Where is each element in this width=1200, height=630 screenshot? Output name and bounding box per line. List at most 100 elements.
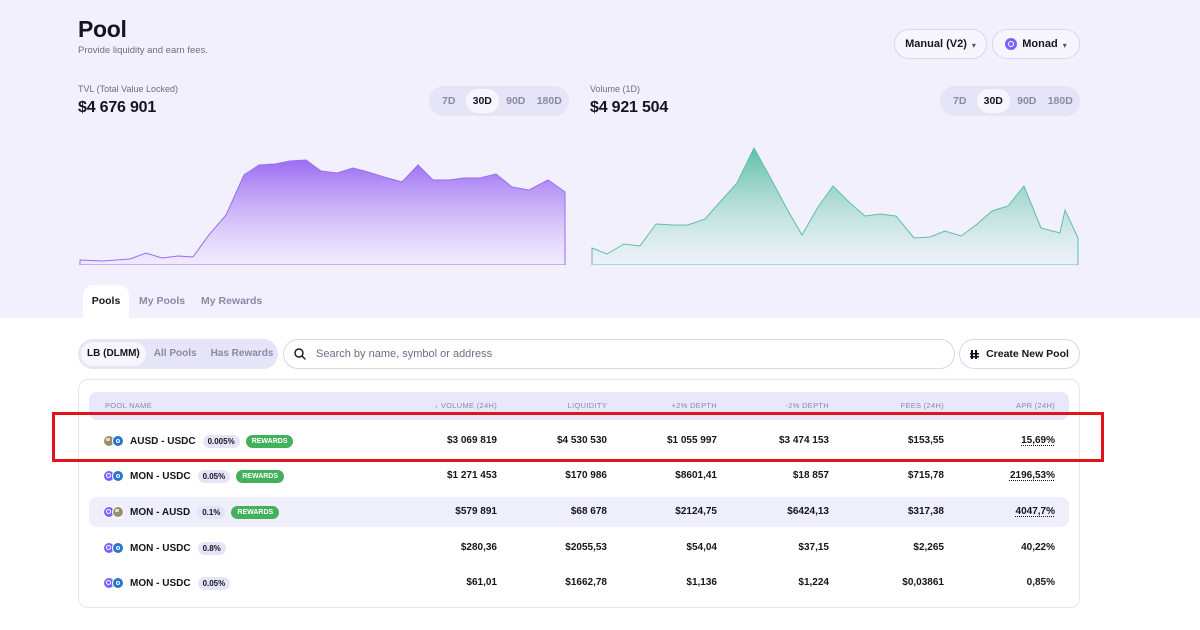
depth-plus-cell: $1 055 997 [666, 435, 717, 446]
fees-cell: $153,55 [907, 435, 944, 446]
version-select-label: Manual (V2) [905, 38, 967, 50]
fee-badge: 0.005% [202, 434, 240, 448]
pool-name: AUSD - USDC [130, 435, 196, 447]
liquidity-cell: $4 530 530 [556, 435, 607, 446]
apr-cell[interactable]: 15,69% [1021, 435, 1055, 446]
page-title: Pool [78, 16, 127, 42]
pool-pair: MON - USDC 0.05% [103, 568, 231, 598]
fees-cell: $715,78 [907, 470, 944, 481]
pool-name: MON - USDC [130, 577, 191, 589]
pool-name: MON - AUSD [130, 506, 191, 518]
liquidity-cell: $68 678 [570, 506, 607, 517]
search-input[interactable] [314, 347, 918, 361]
create-new-pool-button[interactable]: Create New Pool [959, 339, 1080, 369]
col-volume-label: VOLUME (24H) [440, 401, 497, 410]
volume-chart [591, 146, 1079, 265]
tvl-range-30d[interactable]: 30D [465, 89, 499, 113]
filter-has-rewards[interactable]: Has Rewards [210, 348, 274, 359]
page-subtitle: Provide liquidity and earn fees. [78, 45, 208, 56]
col-liquidity[interactable]: LIQUIDITY [567, 401, 607, 410]
liquidity-cell: $170 986 [565, 470, 607, 481]
filter-lb-dlmm[interactable]: LB (DLMM) [81, 342, 146, 366]
pool-pair: MON - AUSD 0.1% REWARDS [103, 497, 280, 527]
chevron-down-icon: ▾ [1062, 40, 1067, 50]
usdc-token-icon [112, 577, 124, 589]
tvl-label: TVL (Total Value Locked) [78, 84, 179, 94]
highlight-box [52, 412, 1104, 462]
tvl-chart [79, 159, 566, 265]
volume-range-7d[interactable]: 7D [953, 95, 967, 107]
volume-chart-area [591, 146, 1079, 265]
volume-range-180d[interactable]: 180D [1047, 95, 1073, 107]
pool-pair: MON - USDC 0.05% REWARDS [103, 461, 285, 491]
rewards-badge: REWARDS [245, 434, 294, 448]
usdc-token-icon [112, 542, 124, 554]
col-depth-minus[interactable]: -2% DEPTH [785, 401, 829, 410]
version-select[interactable]: Manual (V2) ▾ [894, 29, 987, 59]
table-header: POOL NAME ↓ VOLUME (24H) LIQUIDITY +2% D… [89, 392, 1069, 420]
depth-plus-cell: $2124,75 [675, 506, 717, 517]
liquidity-cell: $2055,53 [565, 542, 607, 553]
fees-cell: $0,03861 [902, 577, 944, 588]
depth-minus-cell: $3 474 153 [778, 435, 829, 446]
tvl-range-180d[interactable]: 180D [536, 95, 562, 107]
network-select-label: Monad [1022, 38, 1058, 50]
volume-cell: $3 069 819 [446, 435, 497, 446]
monad-logo-icon [1005, 38, 1018, 50]
fees-cell: $317,38 [907, 506, 944, 517]
fees-cell: $2,265 [913, 542, 944, 553]
pool-type-filter: LB (DLMM) All Pools Has Rewards [78, 339, 278, 369]
apr-cell[interactable]: 4047,7% [1015, 506, 1055, 517]
pool-name: MON - USDC [130, 470, 191, 482]
depth-minus-cell: $18 857 [792, 470, 829, 481]
pool-add-icon [970, 349, 980, 359]
volume-value: $4 921 504 [590, 99, 669, 116]
col-volume[interactable]: ↓ VOLUME (24H) [399, 392, 497, 420]
tab-pools[interactable]: Pools [83, 285, 129, 318]
volume-range-90d[interactable]: 90D [1017, 95, 1037, 107]
pool-name: MON - USDC [130, 542, 191, 554]
pools-table: POOL NAME ↓ VOLUME (24H) LIQUIDITY +2% D… [78, 379, 1080, 608]
table-row[interactable]: MON - USDC 0.8% $280,36 $2055,53 $54,04 … [89, 533, 1069, 563]
fee-badge: 0.8% [197, 541, 226, 555]
liquidity-cell: $1662,78 [565, 577, 607, 588]
tvl-range-90d[interactable]: 90D [506, 95, 526, 107]
pool-pair: MON - USDC 0.8% [103, 533, 226, 563]
table-row[interactable]: AUSD - USDC 0.005% REWARDS $3 069 819 $4… [89, 426, 1069, 456]
apr-cell: 40,22% [1021, 542, 1055, 553]
apr-cell: 0,85% [1026, 577, 1055, 588]
network-select[interactable]: Monad ▾ [992, 29, 1080, 59]
apr-cell[interactable]: 2196,53% [1009, 470, 1055, 481]
depth-plus-cell: $1,136 [686, 577, 717, 588]
tab-my-pools[interactable]: My Pools [139, 295, 186, 307]
volume-range-selector: 7D 30D 90D 180D [940, 86, 1080, 116]
tvl-chart-area [79, 159, 566, 265]
volume-label: Volume (1D) [590, 84, 641, 94]
depth-plus-cell: $8601,41 [675, 470, 717, 481]
tab-my-rewards[interactable]: My Rewards [201, 295, 263, 307]
pool-pair: AUSD - USDC 0.005% REWARDS [103, 426, 294, 456]
col-pool-name[interactable]: POOL NAME [105, 401, 153, 410]
rewards-badge: REWARDS [236, 469, 285, 483]
tvl-range-selector: 7D 30D 90D 180D [429, 86, 569, 116]
fee-badge: 0.1% [197, 505, 226, 519]
depth-minus-cell: $6424,13 [787, 506, 829, 517]
table-row[interactable]: MON - USDC 0.05% REWARDS $1 271 453 $170… [89, 461, 1069, 491]
filter-all-pools[interactable]: All Pools [153, 348, 197, 359]
col-depth-plus[interactable]: +2% DEPTH [671, 401, 717, 410]
chevron-down-icon: ▾ [971, 40, 976, 50]
table-row[interactable]: MON - USDC 0.05% $61,01 $1662,78 $1,136 … [89, 568, 1069, 598]
col-fees[interactable]: FEES (24H) [900, 401, 944, 410]
depth-minus-cell: $37,15 [798, 542, 829, 553]
ausd-token-icon [112, 506, 124, 518]
usdc-token-icon [112, 470, 124, 482]
rewards-badge: REWARDS [231, 505, 280, 519]
sort-desc-icon: ↓ [434, 401, 439, 410]
usdc-token-icon [112, 435, 124, 447]
col-apr[interactable]: APR (24H) [1016, 401, 1055, 410]
search-icon [294, 348, 306, 360]
fee-badge: 0.05% [197, 469, 231, 483]
volume-range-30d[interactable]: 30D [976, 89, 1010, 113]
table-row[interactable]: MON - AUSD 0.1% REWARDS $579 891 $68 678… [89, 497, 1069, 527]
tvl-range-7d[interactable]: 7D [442, 95, 456, 107]
